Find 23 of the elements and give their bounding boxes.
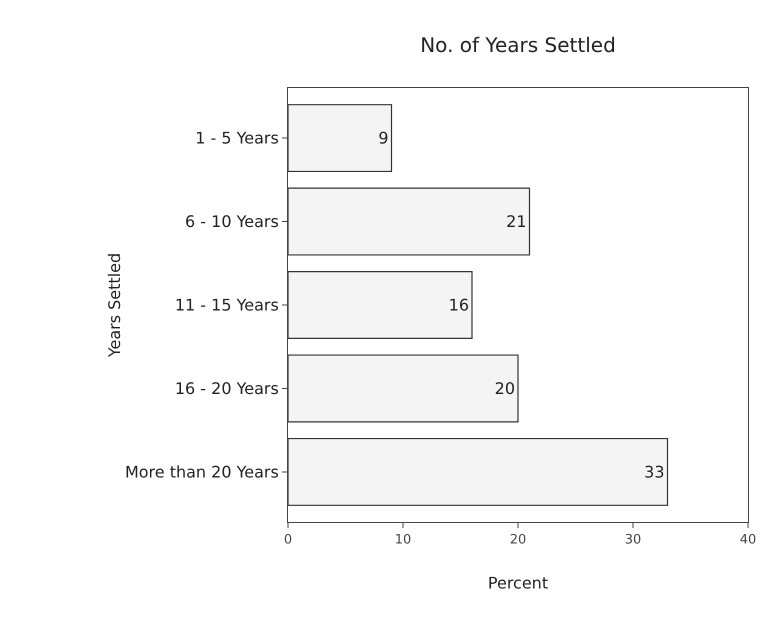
x-tick-label: 10 — [394, 532, 412, 548]
data-label: 9 — [378, 128, 388, 148]
y-tick-label: 1 - 5 Years — [195, 128, 279, 148]
x-tick-label: 40 — [740, 532, 756, 548]
y-tick-label: 16 - 20 Years — [174, 379, 279, 398]
bar — [288, 188, 530, 256]
x-axis-title: Percent — [488, 573, 548, 592]
y-tick-label: More than 20 Years — [124, 462, 279, 482]
x-tick-label: 30 — [624, 532, 642, 548]
x-tick-label: 0 — [284, 532, 292, 548]
y-tick-label: 11 - 15 Years — [174, 296, 279, 315]
y-axis-title: Years Settled — [104, 252, 124, 358]
x-tick-label: 20 — [510, 532, 526, 548]
bar — [288, 104, 392, 172]
chart-title: No. of Years Settled — [420, 32, 616, 57]
bar — [288, 354, 519, 422]
data-label: 20 — [494, 378, 515, 398]
bar — [288, 271, 473, 339]
data-label: 21 — [506, 212, 526, 232]
data-label: 16 — [448, 296, 469, 314]
bar — [288, 438, 668, 506]
data-label: 33 — [644, 462, 664, 482]
y-tick-label: 6 - 10 Years — [185, 212, 279, 232]
